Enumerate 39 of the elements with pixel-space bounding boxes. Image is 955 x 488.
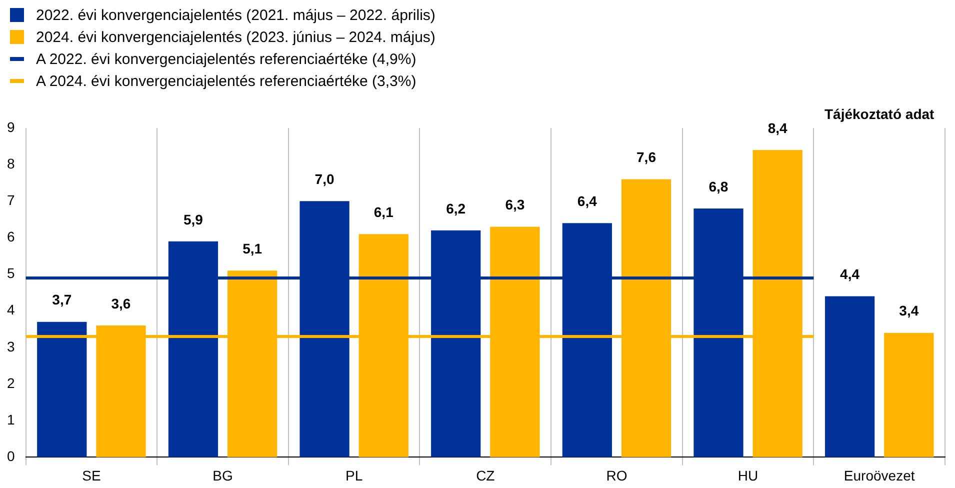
y-tick-label: 8 <box>6 155 15 172</box>
y-tick-label: 1 <box>6 411 15 428</box>
bar <box>884 332 934 458</box>
y-tick-label: 5 <box>6 265 15 282</box>
legend-label: A 2024. évi konvergenciajelentés referenciaértéke (3,3%) <box>36 72 416 90</box>
data-label: 4,4 <box>840 266 860 282</box>
y-tick-label: 2 <box>6 374 15 391</box>
data-label: 3,4 <box>899 302 919 319</box>
data-label: 7,0 <box>314 171 334 188</box>
x-tick-label: CZ <box>476 467 496 484</box>
bar <box>37 322 87 458</box>
data-label: 5,1 <box>242 240 262 257</box>
x-tick-label: BG <box>212 467 233 484</box>
data-label: 3,6 <box>111 295 131 312</box>
y-tick-label: 7 <box>6 192 15 208</box>
y-tick-label: 6 <box>6 228 15 245</box>
data-label: 5,9 <box>183 211 204 228</box>
x-tick-label: RO <box>606 467 628 484</box>
legend-label: 2024. évi konvergenciajelentés (2023. június – 2024. május) <box>36 28 436 46</box>
data-label: 7,6 <box>636 149 656 166</box>
x-tick-label: HU <box>738 467 758 484</box>
legend-label: 2022. évi konvergenciajelentés (2021. május – 2022. április) <box>36 6 436 24</box>
x-tick-label: PL <box>346 467 363 484</box>
y-tick-label: 3 <box>6 338 15 354</box>
legend-label: A 2022. évi konvergenciajelentés referenciaértéke (4,9%) <box>36 50 416 68</box>
text: Tájékoztató adat <box>824 106 935 122</box>
y-tick-label: 9 <box>6 118 15 135</box>
y-tick-label: 4 <box>6 302 15 318</box>
data-label: 6,8 <box>708 178 728 194</box>
data-label: 8,4 <box>768 120 788 136</box>
data-label: 6,3 <box>505 196 525 213</box>
data-label: 3,7 <box>52 292 72 308</box>
x-tick-label: SE <box>82 467 101 484</box>
data-label: 6,4 <box>577 192 598 209</box>
data-label: 6,2 <box>446 200 466 216</box>
bar <box>824 296 875 458</box>
x-tick-label: Euroövezet <box>844 467 915 484</box>
y-tick-label: 0 <box>6 448 15 464</box>
data-label: 6,1 <box>374 204 394 220</box>
